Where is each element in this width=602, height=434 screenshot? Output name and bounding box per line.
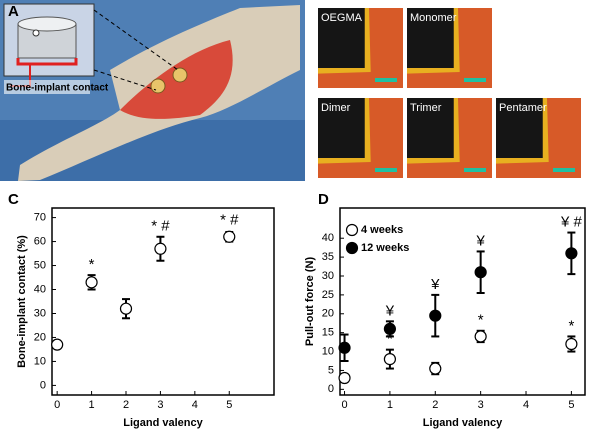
point-label: ¥ bbox=[385, 302, 395, 319]
bone bbox=[318, 98, 403, 178]
y-tick-label: 0 bbox=[328, 383, 334, 395]
panel-label: D bbox=[318, 191, 329, 208]
implant bbox=[407, 98, 454, 158]
micrographs: OEGMA Monomer Dimer Trimer Pentamer bbox=[318, 8, 581, 178]
image-label: Pentamer bbox=[499, 102, 547, 114]
y-tick-label: 20 bbox=[322, 308, 334, 320]
plot-frame bbox=[339, 207, 586, 396]
panel-label: C bbox=[8, 191, 19, 208]
marker bbox=[154, 242, 167, 255]
image-label: OEGMA bbox=[321, 12, 363, 24]
implant bbox=[496, 98, 543, 158]
scale-bar bbox=[464, 168, 486, 172]
x-tick-label: 2 bbox=[432, 399, 438, 411]
implant bbox=[407, 8, 454, 68]
point-label: ¥ # bbox=[560, 214, 583, 231]
y-tick-label: 70 bbox=[34, 211, 46, 223]
y-tick-label: 25 bbox=[322, 289, 334, 301]
x-axis-label: Ligand valency bbox=[423, 417, 503, 429]
x-tick-label: 3 bbox=[478, 399, 484, 411]
marker bbox=[338, 341, 351, 354]
point-label: * bbox=[478, 311, 484, 328]
image-label: Trimer bbox=[410, 102, 442, 114]
y-axis-label: Pull-out force (N) bbox=[304, 257, 316, 347]
marker bbox=[51, 338, 64, 351]
x-axis-label: Ligand valency bbox=[123, 417, 203, 429]
point-label: * # bbox=[151, 218, 170, 235]
x-tick-label: 1 bbox=[89, 399, 95, 411]
image-label: Dimer bbox=[321, 102, 351, 114]
y-tick-label: 0 bbox=[40, 379, 46, 391]
y-tick-label: 30 bbox=[34, 307, 46, 319]
scale-bar bbox=[375, 78, 397, 82]
bone bbox=[496, 98, 581, 178]
implant bbox=[318, 8, 365, 68]
scale-bar bbox=[464, 78, 486, 82]
marker bbox=[383, 322, 397, 335]
marker bbox=[565, 337, 578, 351]
point-label: * bbox=[568, 317, 574, 334]
x-tick-label: 0 bbox=[54, 399, 60, 411]
legend-label: 4 weeks bbox=[361, 224, 403, 236]
x-tick-label: 3 bbox=[157, 399, 163, 411]
legend-marker bbox=[345, 241, 359, 255]
image-label: Monomer bbox=[410, 12, 457, 24]
marker bbox=[383, 353, 397, 366]
point-label: * bbox=[89, 256, 95, 273]
y-tick-label: 40 bbox=[34, 283, 46, 295]
y-tick-label: 15 bbox=[322, 327, 334, 339]
marker bbox=[338, 371, 351, 385]
y-tick-label: 5 bbox=[328, 364, 334, 376]
x-tick-label: 1 bbox=[387, 399, 393, 411]
y-tick-label: 10 bbox=[34, 355, 46, 367]
y-tick-label: 50 bbox=[34, 259, 46, 271]
marker bbox=[565, 247, 578, 260]
x-tick-label: 4 bbox=[523, 399, 529, 411]
legend-label: 12 weeks bbox=[361, 242, 409, 254]
marker bbox=[474, 266, 487, 279]
legend-marker bbox=[345, 223, 359, 237]
marker bbox=[119, 302, 133, 315]
y-tick-label: 30 bbox=[322, 270, 334, 282]
bone bbox=[318, 8, 403, 88]
bone bbox=[407, 98, 492, 178]
scale-bar bbox=[375, 168, 397, 172]
inset-annotation: Bone-implant contact bbox=[6, 83, 109, 94]
x-tick-label: 0 bbox=[341, 399, 347, 411]
point-label: ¥ bbox=[475, 232, 485, 249]
point-label: * # bbox=[220, 212, 239, 229]
marker bbox=[223, 230, 236, 243]
point-label: ¥ bbox=[430, 276, 440, 293]
bone bbox=[407, 8, 492, 88]
y-tick-label: 60 bbox=[34, 235, 46, 247]
marker bbox=[85, 276, 98, 289]
plot-frame bbox=[51, 207, 275, 396]
x-tick-label: 5 bbox=[226, 399, 232, 411]
marker bbox=[429, 362, 442, 375]
y-tick-label: 10 bbox=[322, 345, 334, 357]
x-tick-label: 5 bbox=[568, 399, 574, 411]
y-tick-label: 35 bbox=[322, 251, 334, 263]
marker bbox=[474, 330, 487, 343]
marker bbox=[429, 309, 442, 322]
panel-label: A bbox=[8, 3, 19, 20]
y-axis-label: Bone-implant contact (%) bbox=[16, 235, 28, 368]
implant bbox=[318, 98, 365, 158]
scale-bar bbox=[553, 168, 575, 172]
y-tick-label: 40 bbox=[322, 232, 334, 244]
y-tick-label: 20 bbox=[34, 331, 46, 343]
point-label: * bbox=[387, 331, 393, 348]
x-tick-label: 4 bbox=[192, 399, 198, 411]
x-tick-label: 2 bbox=[123, 399, 129, 411]
photo-a bbox=[0, 0, 305, 181]
